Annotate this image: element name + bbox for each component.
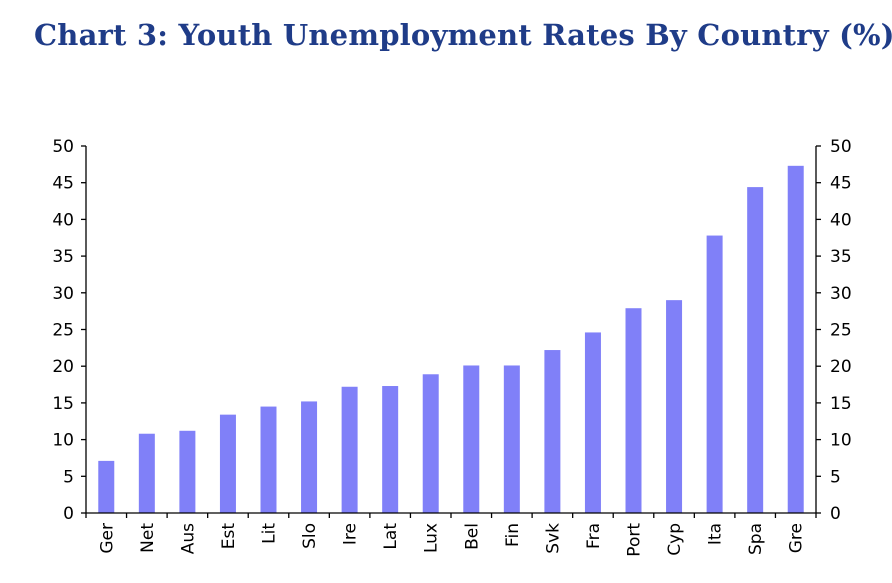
bar-est	[219, 414, 236, 513]
left-tick-label: 30	[52, 284, 74, 304]
bars	[98, 165, 804, 513]
bar-slo	[301, 401, 318, 513]
x-tick-label: Ita	[706, 523, 726, 545]
x-tick-label: Bel	[462, 523, 482, 550]
left-tick-label: 10	[52, 431, 74, 451]
bar-aus	[179, 430, 196, 513]
bar-fra	[584, 332, 601, 513]
right-y-axis: 0 5 10 15 20 25 30 35 40 45 50	[816, 137, 852, 524]
x-tick-label: Lat	[381, 523, 401, 550]
bar-spa	[747, 187, 764, 513]
x-tick-label: Cyp	[665, 523, 685, 556]
bar-cyp	[666, 300, 683, 513]
left-tick-label: 15	[52, 394, 74, 414]
bar-bel	[463, 365, 480, 513]
bar-ita	[706, 235, 723, 513]
x-tick-label: Slo	[300, 523, 320, 549]
x-axis-labels: Ger Net Aus Est Lit Slo Ire Lat Lux Bel Fin Svk Fra P…	[85, 513, 817, 557]
x-tick-label: Est	[219, 523, 239, 550]
right-tick-label: 25	[830, 321, 852, 341]
left-tick-label: 20	[52, 357, 74, 377]
right-tick-label: 45	[830, 174, 852, 194]
x-tick-label: Gre	[787, 523, 807, 553]
right-tick-label: 15	[830, 394, 852, 414]
bar-svk	[544, 350, 561, 513]
right-tick-label: 30	[830, 284, 852, 304]
bar-port	[625, 308, 642, 513]
left-y-axis: 0 5 10 15 20 25 30 35 40 45 50	[52, 137, 86, 524]
x-tick-label: Lux	[422, 523, 442, 553]
bar-lat	[382, 386, 399, 513]
left-tick-label: 45	[52, 174, 74, 194]
right-tick-label: 20	[830, 357, 852, 377]
left-tick-label: 35	[52, 247, 74, 267]
right-tick-label: 0	[830, 504, 841, 524]
x-tick-label: Spa	[746, 523, 766, 555]
right-tick-label: 10	[830, 431, 852, 451]
bar-fin	[503, 365, 520, 513]
bar-net	[138, 433, 155, 513]
bar-lux	[422, 374, 439, 513]
x-tick-label: Fin	[503, 523, 523, 547]
bar-ire	[341, 386, 358, 513]
x-tick-label: Aus	[178, 523, 198, 554]
left-tick-label: 50	[52, 137, 74, 157]
x-tick-label: Svk	[543, 523, 563, 554]
bar-gre	[787, 165, 804, 513]
right-tick-label: 40	[830, 210, 852, 230]
left-tick-label: 40	[52, 210, 74, 230]
left-tick-label: 5	[63, 467, 74, 487]
x-tick-label: Lit	[260, 523, 280, 544]
left-tick-label: 0	[63, 504, 74, 524]
bar-lit	[260, 406, 277, 513]
bar-ger	[98, 460, 115, 513]
left-tick-label: 25	[52, 321, 74, 341]
x-tick-label: Ire	[341, 523, 361, 545]
right-tick-label: 50	[830, 137, 852, 157]
x-tick-label: Port	[625, 523, 645, 557]
x-tick-label: Fra	[584, 523, 604, 549]
right-tick-label: 35	[830, 247, 852, 267]
chart-title: Chart 3: Youth Unemployment Rates By Cou…	[34, 18, 892, 52]
x-tick-label: Net	[138, 523, 158, 553]
x-tick-label: Ger	[97, 523, 117, 554]
right-tick-label: 5	[830, 467, 841, 487]
